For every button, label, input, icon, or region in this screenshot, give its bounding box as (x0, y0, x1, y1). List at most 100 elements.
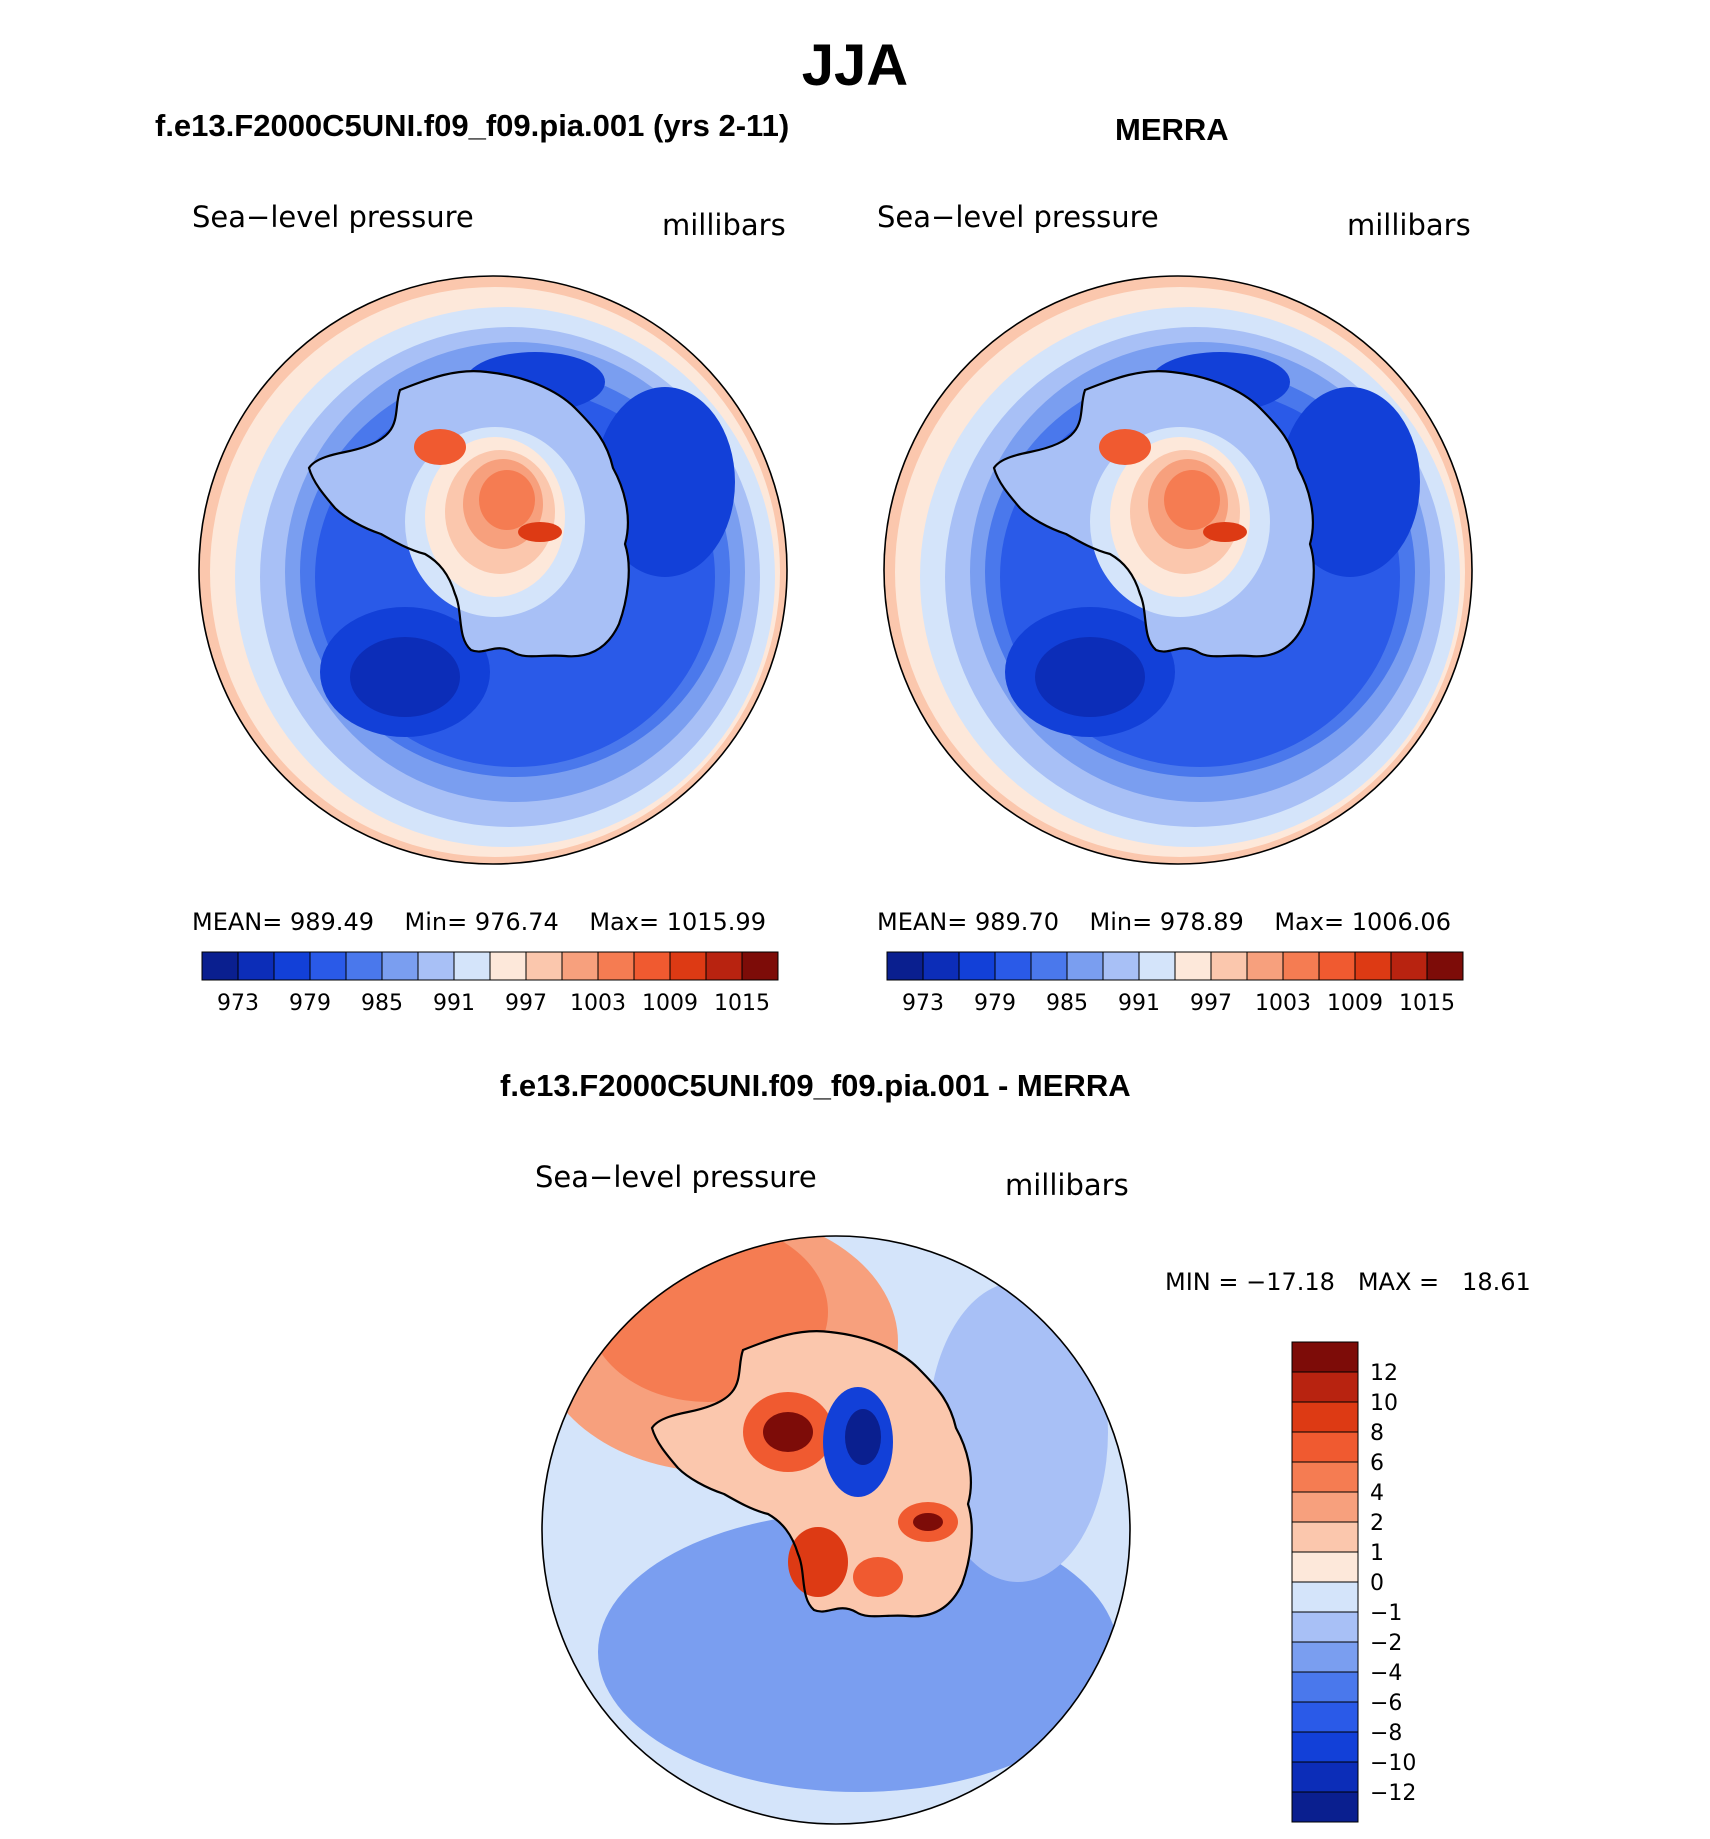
obs-max-label: Max= (1274, 908, 1345, 936)
obs-colorbar-swatch (958, 951, 996, 981)
obs-colorbar-swatch (1426, 951, 1464, 981)
model-colorbar-swatch (525, 951, 563, 981)
obs-polar-map (883, 275, 1473, 865)
diff-colorbar-tick-label: 8 (1370, 1421, 1384, 1446)
model-colorbar-swatch (201, 951, 239, 981)
diff-polar-map (541, 1235, 1131, 1825)
model-colorbar: 973 979 985 991 997 1003 1009 1015 (201, 951, 779, 1016)
model-mean-value: 989.49 (290, 908, 374, 936)
model-colorbar-tick-label: 973 (217, 991, 259, 1016)
diff-colorbar-tick-label: −2 (1370, 1631, 1402, 1656)
diff-colorbar-swatch (1291, 1551, 1359, 1583)
diff-colorbar-tick-label: −6 (1370, 1691, 1402, 1716)
diff-colorbar-tick-label: 12 (1370, 1361, 1398, 1386)
diff-units-label: millibars (1005, 1168, 1129, 1202)
obs-colorbar-swatch (1282, 951, 1320, 981)
obs-units-label: millibars (1347, 208, 1471, 242)
model-colorbar-swatch (705, 951, 743, 981)
model-colorbar-swatch (309, 951, 347, 981)
obs-colorbar-swatch (1318, 951, 1356, 981)
obs-colorbar-swatch (1210, 951, 1248, 981)
obs-colorbar-swatch (1102, 951, 1140, 981)
diff-colorbar-tick-label: 4 (1370, 1481, 1384, 1506)
model-max-label: Max= (589, 908, 660, 936)
model-colorbar-swatch (597, 951, 635, 981)
diff-colorbar-swatch (1291, 1791, 1359, 1823)
model-colorbar-tick-label: 997 (505, 991, 547, 1016)
obs-variable-label: Sea−level pressure (877, 200, 1159, 234)
model-colorbar-tick-label: 985 (361, 991, 403, 1016)
model-mean-label: MEAN= (192, 908, 283, 936)
diff-max-value: 18.61 (1462, 1268, 1531, 1296)
diff-colorbar-swatch (1291, 1611, 1359, 1643)
field-contour (414, 429, 466, 465)
diff-colorbar-tick-label: 6 (1370, 1451, 1384, 1476)
diff-min-value: −17.18 (1246, 1268, 1335, 1296)
obs-colorbar-swatch (922, 951, 960, 981)
obs-colorbar-tick-label: 985 (1046, 991, 1088, 1016)
diff-colorbar-swatch (1291, 1431, 1359, 1463)
model-min-label: Min= (404, 908, 468, 936)
diff-colorbar-tick-label: −1 (1370, 1601, 1402, 1626)
field-contour (845, 1409, 881, 1465)
model-colorbar-swatch (741, 951, 779, 981)
model-variable-label: Sea−level pressure (192, 200, 474, 234)
obs-colorbar-swatch (1174, 951, 1212, 981)
model-polar-map (198, 275, 788, 865)
model-colorbar-swatch (453, 951, 491, 981)
diff-colorbar-swatch (1291, 1461, 1359, 1493)
diff-colorbar-swatch (1291, 1521, 1359, 1553)
diff-colorbar-tick-label: 1 (1370, 1541, 1384, 1566)
diff-colorbar-swatch (1291, 1761, 1359, 1793)
model-colorbar-tick-label: 1015 (714, 991, 770, 1016)
field-contour (763, 1412, 813, 1452)
map-field (542, 1236, 1130, 1824)
diff-colorbar-tick-label: 10 (1370, 1391, 1398, 1416)
diff-colorbar-swatch (1291, 1371, 1359, 1403)
field-contour (788, 1527, 848, 1597)
obs-colorbar-tick-label: 991 (1118, 991, 1160, 1016)
field-contour (595, 387, 735, 577)
obs-colorbar-tick-label: 1003 (1255, 991, 1311, 1016)
model-colorbar-swatch (417, 951, 455, 981)
map-boundary (541, 1235, 1131, 1825)
model-stats: MEAN= 989.49 Min= 976.74 Max= 1015.99 (192, 908, 766, 936)
obs-min-label: Min= (1089, 908, 1153, 936)
model-panel-title: f.e13.F2000C5UNI.f09_f09.pia.001 (yrs 2-… (155, 108, 790, 143)
antarctica-coastline (307, 370, 630, 658)
diff-min-label: MIN = (1165, 1268, 1239, 1296)
field-contour (1099, 429, 1151, 465)
obs-colorbar-tick-label: 1015 (1399, 991, 1455, 1016)
model-colorbar-tick-label: 991 (433, 991, 475, 1016)
obs-stats: MEAN= 989.70 Min= 978.89 Max= 1006.06 (877, 908, 1451, 936)
model-colorbar-swatch (561, 951, 599, 981)
obs-colorbar-swatch (886, 951, 924, 981)
field-contour (913, 1513, 943, 1531)
field-contour (1164, 470, 1220, 530)
model-colorbar-swatch (381, 951, 419, 981)
model-colorbar-swatch (489, 951, 527, 981)
diff-colorbar-tick-label: −8 (1370, 1721, 1402, 1746)
obs-colorbar: 973 979 985 991 997 1003 1009 1015 (886, 951, 1464, 1016)
obs-colorbar-swatch (1246, 951, 1284, 981)
diff-colorbar-tick-label: 0 (1370, 1571, 1384, 1596)
map-field (884, 276, 1472, 864)
map-boundary (883, 275, 1473, 865)
diff-colorbar-tick-label: 2 (1370, 1511, 1384, 1536)
obs-max-value: 1006.06 (1351, 908, 1451, 936)
obs-panel-title: MERRA (1115, 112, 1229, 147)
field-contour (853, 1557, 903, 1597)
diff-stats: MIN = −17.18 MAX = 18.61 (1165, 1268, 1531, 1296)
field-contour (350, 637, 460, 717)
obs-colorbar-tick-label: 997 (1190, 991, 1232, 1016)
obs-colorbar-swatch (1138, 951, 1176, 981)
diff-colorbar-swatch (1291, 1731, 1359, 1763)
obs-colorbar-swatch (1390, 951, 1428, 981)
diff-colorbar-swatch (1291, 1701, 1359, 1733)
obs-min-value: 978.89 (1159, 908, 1244, 936)
diff-colorbar-tick-label: −12 (1370, 1781, 1416, 1806)
antarctica-coastline (992, 370, 1315, 658)
diff-colorbar-swatch (1291, 1641, 1359, 1673)
model-colorbar-swatch (669, 951, 707, 981)
diff-colorbar-tick-label: −10 (1370, 1751, 1416, 1776)
